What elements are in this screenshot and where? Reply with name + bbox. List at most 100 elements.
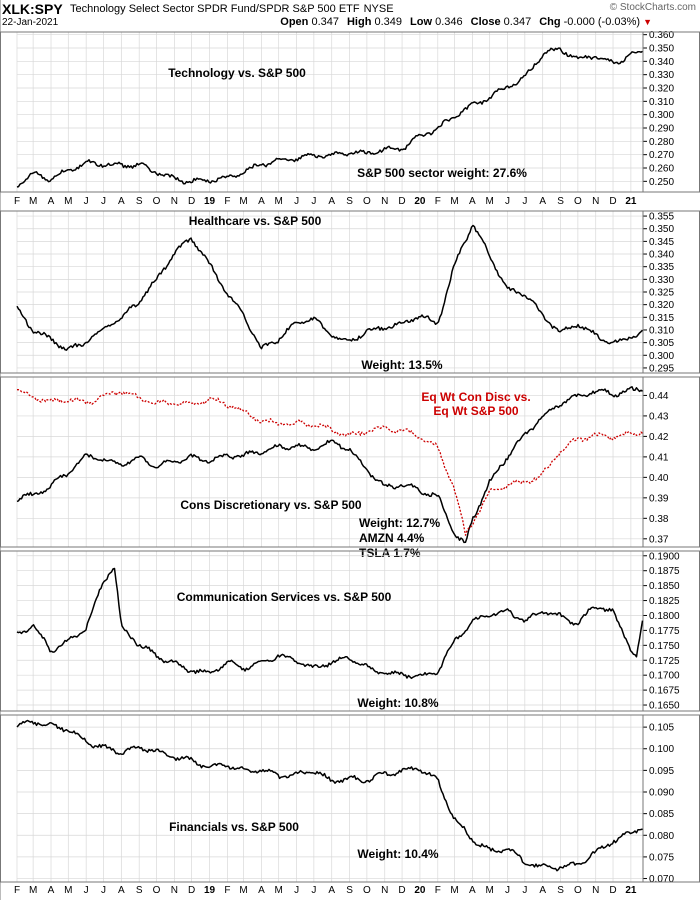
x-tick-label: J	[505, 885, 510, 896]
x-tick-label: M	[275, 196, 283, 207]
high-value: 0.349	[374, 16, 403, 28]
x-tick-label: M	[275, 885, 283, 896]
y-tick-label: 0.290	[649, 124, 674, 135]
x-tick-label: S	[136, 196, 143, 207]
x-tick-label: D	[398, 885, 405, 896]
y-tick-label: 0.280	[649, 137, 674, 148]
y-tick-label: 0.43	[649, 411, 669, 422]
chart-panel-4: 0.1650 0.1675 0.1700 0.1725 0.1750 0.1775 0.18…	[0, 550, 700, 712]
low-label: Low	[410, 16, 433, 28]
y-tick-label: 0.085	[649, 809, 674, 820]
y-tick-label: 0.1875	[649, 566, 680, 577]
x-tick-label: F	[14, 196, 20, 207]
x-tick-label: J	[101, 196, 106, 207]
panel-annotation: Weight: 12.7%	[359, 516, 440, 530]
y-tick-label: 0.335	[649, 262, 674, 273]
chart-panel-1: 0.250 0.260 0.270 0.280 0.290 0.300 0.310 0.320…	[0, 30, 700, 193]
panel-annotation: Weight: 13.5%	[361, 358, 442, 372]
open-label: Open	[280, 16, 309, 28]
x-tick-label: J	[84, 196, 89, 207]
x-tick-label: S	[346, 885, 353, 896]
x-tick-label: A	[118, 885, 125, 896]
y-tick-label: 0.1650	[649, 701, 680, 712]
x-tick-label: J	[311, 196, 316, 207]
low-value: 0.346	[435, 16, 463, 28]
series-line	[16, 719, 643, 872]
y-tick-label: 0.320	[649, 300, 674, 311]
panel-title: Technology vs. S&P 500	[168, 66, 306, 80]
y-tick-label: 0.360	[649, 30, 674, 41]
panel-annotation: Weight: 10.4%	[357, 847, 438, 861]
y-tick-label: 0.1700	[649, 671, 680, 682]
x-tick-label: A	[469, 885, 476, 896]
y-tick-label: 0.330	[649, 70, 674, 81]
series-line	[16, 224, 644, 351]
y-tick-label: 0.300	[649, 351, 674, 362]
x-tick-label: A	[328, 885, 335, 896]
x-tick-label: F	[14, 885, 20, 896]
x-tick-label: 21	[625, 885, 637, 896]
x-tick-label: S	[346, 196, 353, 207]
x-tick-label: J	[101, 885, 106, 896]
y-tick-label: 0.39	[649, 493, 669, 504]
y-tick-label: 0.1900	[649, 551, 680, 562]
x-tick-label: M	[450, 885, 458, 896]
panel-title: Communication Services vs. S&P 500	[177, 590, 392, 604]
x-tick-label: O	[153, 196, 161, 207]
y-tick-label: 0.42	[649, 432, 669, 443]
x-tick-label: J	[522, 196, 527, 207]
y-tick-label: 0.105	[649, 723, 674, 734]
y-tick-label: 0.080	[649, 831, 674, 842]
description-text: Technology Select Sector SPDR Fund/SPDR …	[70, 3, 360, 15]
y-tick-label: 0.250	[649, 177, 674, 188]
panel-annotation: TSLA 1.7%	[359, 546, 421, 560]
exchange-label: NYSE	[363, 3, 394, 15]
down-triangle-icon: ▼	[643, 17, 652, 27]
x-tick-label: A	[118, 196, 125, 207]
x-tick-label: O	[363, 196, 371, 207]
y-tick-label: 0.310	[649, 97, 674, 108]
x-tick-label: A	[48, 885, 55, 896]
close-value: 0.347	[503, 16, 532, 28]
y-tick-label: 0.1725	[649, 656, 680, 667]
x-tick-label: M	[64, 196, 72, 207]
x-tick-label: N	[171, 885, 178, 896]
x-tick-label: A	[48, 196, 55, 207]
y-tick-label: 0.320	[649, 84, 674, 95]
y-tick-label: 0.090	[649, 788, 674, 799]
x-tick-label: D	[609, 196, 616, 207]
x-axis-ticks: F M A M J J A S O N D 19 F M A M J J A S O N D 20 F M A M J J A S O N D 21	[14, 196, 637, 207]
y-tick-label: 0.340	[649, 250, 674, 261]
y-tick-label: 0.330	[649, 275, 674, 286]
series-line	[16, 47, 643, 188]
panel-title: Healthcare vs. S&P 500	[189, 214, 322, 228]
y-tick-label: 0.1800	[649, 611, 680, 622]
x-tick-label: A	[328, 196, 335, 207]
x-tick-label: J	[522, 885, 527, 896]
y-tick-label: 0.1675	[649, 686, 680, 697]
x-tick-label: F	[224, 885, 230, 896]
y-tick-label: 0.095	[649, 766, 674, 777]
x-tick-label: A	[539, 885, 546, 896]
chg-label: Chg	[539, 16, 561, 28]
x-tick-label: O	[363, 885, 371, 896]
x-tick-label: F	[435, 885, 441, 896]
x-tick-label: J	[84, 885, 89, 896]
eqwt-annotation: Eq Wt S&P 500	[433, 404, 518, 418]
y-tick-label: 0.1750	[649, 641, 680, 652]
x-tick-label: D	[398, 196, 405, 207]
panel-title: Financials vs. S&P 500	[169, 820, 299, 834]
x-tick-label: J	[505, 196, 510, 207]
x-tick-label: J	[311, 885, 316, 896]
y-tick-label: 0.350	[649, 224, 674, 235]
high-label: High	[346, 16, 372, 28]
x-tick-label: 21	[625, 196, 637, 207]
panel-annotation: S&P 500 sector weight: 27.6%	[357, 166, 527, 180]
panel-annotation: Weight: 10.8%	[357, 696, 438, 710]
x-tick-label: D	[188, 196, 195, 207]
x-tick-label: N	[592, 196, 599, 207]
x-tick-label: 19	[204, 885, 216, 896]
y-tick-label: 0.37	[649, 534, 669, 545]
series-line	[16, 386, 643, 544]
